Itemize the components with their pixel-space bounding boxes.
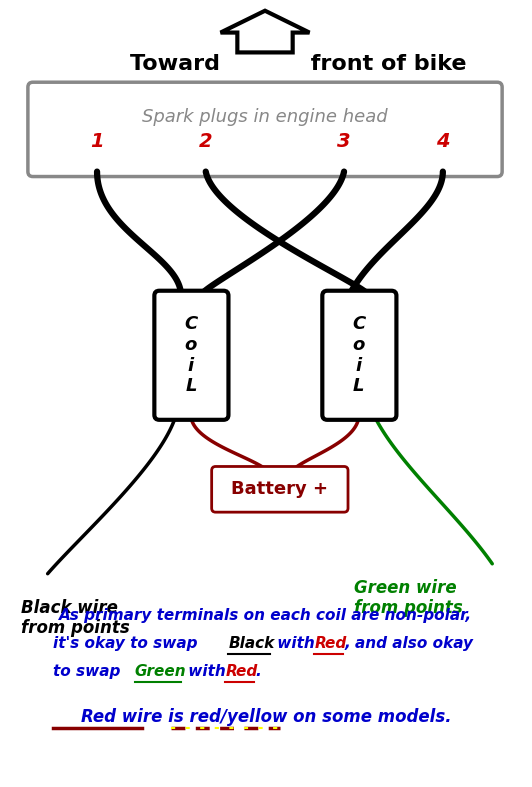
FancyBboxPatch shape bbox=[322, 290, 396, 419]
Text: 2: 2 bbox=[199, 132, 213, 151]
Text: Green: Green bbox=[135, 664, 186, 679]
Text: front of bike: front of bike bbox=[303, 54, 466, 74]
FancyBboxPatch shape bbox=[154, 290, 228, 419]
Text: C
o
i
L: C o i L bbox=[184, 315, 197, 396]
Text: .: . bbox=[255, 664, 261, 679]
Text: As primary terminals on each coil are non-polar,: As primary terminals on each coil are no… bbox=[60, 608, 472, 623]
Text: Spark plugs in engine head: Spark plugs in engine head bbox=[142, 108, 388, 126]
FancyBboxPatch shape bbox=[28, 82, 502, 176]
Text: Black wire
from points: Black wire from points bbox=[21, 599, 130, 637]
Text: Battery +: Battery + bbox=[231, 480, 328, 498]
Text: Toward: Toward bbox=[130, 54, 228, 74]
Text: Red: Red bbox=[314, 636, 347, 652]
Text: , and also okay: , and also okay bbox=[344, 636, 473, 652]
Text: Green wire
from points: Green wire from points bbox=[354, 578, 463, 618]
Text: it's okay to swap: it's okay to swap bbox=[53, 636, 202, 652]
Text: Red wire is red/yellow on some models.: Red wire is red/yellow on some models. bbox=[81, 708, 451, 726]
Text: 1: 1 bbox=[90, 132, 104, 151]
Text: Red: Red bbox=[226, 664, 257, 679]
Text: with: with bbox=[183, 664, 231, 679]
Text: with: with bbox=[272, 636, 320, 652]
Text: C
o
i
L: C o i L bbox=[352, 315, 365, 396]
FancyBboxPatch shape bbox=[212, 467, 348, 512]
Text: 3: 3 bbox=[337, 132, 351, 151]
Text: Black: Black bbox=[228, 636, 275, 652]
Text: 4: 4 bbox=[436, 132, 450, 151]
Text: to swap: to swap bbox=[53, 664, 125, 679]
